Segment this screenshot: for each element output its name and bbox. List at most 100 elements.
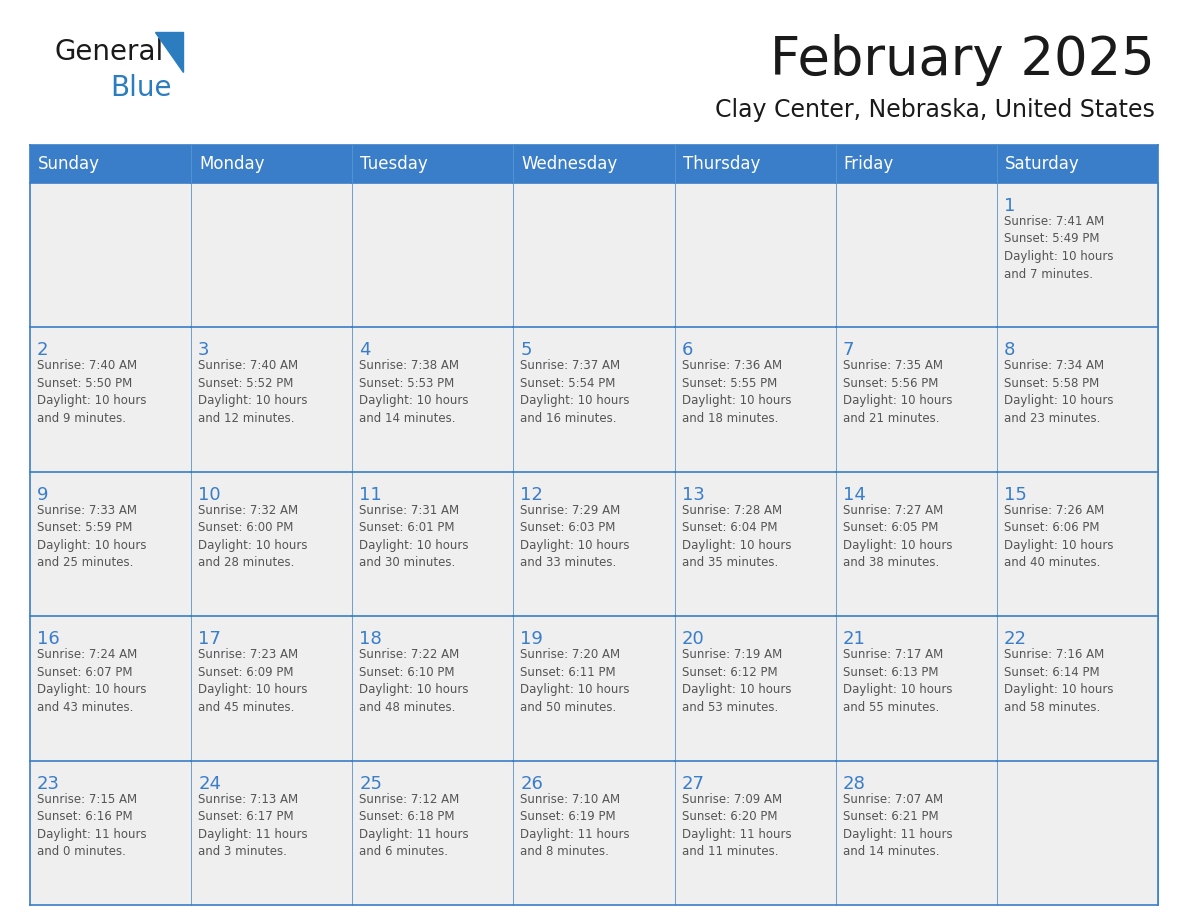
Bar — [30, 616, 191, 761]
Text: 4: 4 — [359, 341, 371, 360]
Bar — [513, 761, 675, 905]
Text: Wednesday: Wednesday — [522, 155, 618, 173]
Text: Sunrise: 7:16 AM
Sunset: 6:14 PM
Daylight: 10 hours
and 58 minutes.: Sunrise: 7:16 AM Sunset: 6:14 PM Dayligh… — [1004, 648, 1113, 713]
Text: Sunrise: 7:40 AM
Sunset: 5:50 PM
Daylight: 10 hours
and 9 minutes.: Sunrise: 7:40 AM Sunset: 5:50 PM Dayligh… — [37, 360, 146, 425]
Bar — [675, 761, 835, 905]
Text: Friday: Friday — [843, 155, 893, 173]
Text: Sunrise: 7:40 AM
Sunset: 5:52 PM
Daylight: 10 hours
and 12 minutes.: Sunrise: 7:40 AM Sunset: 5:52 PM Dayligh… — [198, 360, 308, 425]
Text: Sunrise: 7:27 AM
Sunset: 6:05 PM
Daylight: 10 hours
and 38 minutes.: Sunrise: 7:27 AM Sunset: 6:05 PM Dayligh… — [842, 504, 953, 569]
Bar — [835, 472, 997, 616]
Bar — [191, 183, 353, 328]
Bar — [191, 328, 353, 472]
Text: Sunrise: 7:36 AM
Sunset: 5:55 PM
Daylight: 10 hours
and 18 minutes.: Sunrise: 7:36 AM Sunset: 5:55 PM Dayligh… — [682, 360, 791, 425]
Bar — [353, 328, 513, 472]
Text: 8: 8 — [1004, 341, 1016, 360]
Text: Sunrise: 7:32 AM
Sunset: 6:00 PM
Daylight: 10 hours
and 28 minutes.: Sunrise: 7:32 AM Sunset: 6:00 PM Dayligh… — [198, 504, 308, 569]
Text: Sunday: Sunday — [38, 155, 100, 173]
Text: Sunrise: 7:23 AM
Sunset: 6:09 PM
Daylight: 10 hours
and 45 minutes.: Sunrise: 7:23 AM Sunset: 6:09 PM Dayligh… — [198, 648, 308, 713]
Text: 17: 17 — [198, 630, 221, 648]
Bar — [513, 183, 675, 328]
Text: General: General — [55, 38, 164, 66]
Text: 3: 3 — [198, 341, 209, 360]
Text: 28: 28 — [842, 775, 866, 792]
Bar — [835, 616, 997, 761]
Text: 10: 10 — [198, 486, 221, 504]
Text: Sunrise: 7:41 AM
Sunset: 5:49 PM
Daylight: 10 hours
and 7 minutes.: Sunrise: 7:41 AM Sunset: 5:49 PM Dayligh… — [1004, 215, 1113, 281]
Bar — [30, 328, 191, 472]
Text: Saturday: Saturday — [1005, 155, 1080, 173]
Text: Monday: Monday — [200, 155, 265, 173]
Text: Sunrise: 7:17 AM
Sunset: 6:13 PM
Daylight: 10 hours
and 55 minutes.: Sunrise: 7:17 AM Sunset: 6:13 PM Dayligh… — [842, 648, 953, 713]
Bar — [191, 145, 353, 183]
Text: 18: 18 — [359, 630, 383, 648]
Bar — [353, 761, 513, 905]
Bar — [513, 145, 675, 183]
Bar — [513, 472, 675, 616]
Text: 20: 20 — [682, 630, 704, 648]
Bar — [191, 761, 353, 905]
Text: 5: 5 — [520, 341, 532, 360]
Text: 26: 26 — [520, 775, 543, 792]
Text: Sunrise: 7:26 AM
Sunset: 6:06 PM
Daylight: 10 hours
and 40 minutes.: Sunrise: 7:26 AM Sunset: 6:06 PM Dayligh… — [1004, 504, 1113, 569]
Bar — [675, 328, 835, 472]
Text: 24: 24 — [198, 775, 221, 792]
Text: 23: 23 — [37, 775, 61, 792]
Bar — [675, 145, 835, 183]
Bar — [191, 616, 353, 761]
Text: Sunrise: 7:31 AM
Sunset: 6:01 PM
Daylight: 10 hours
and 30 minutes.: Sunrise: 7:31 AM Sunset: 6:01 PM Dayligh… — [359, 504, 469, 569]
Bar — [30, 761, 191, 905]
Text: 6: 6 — [682, 341, 693, 360]
Text: Sunrise: 7:34 AM
Sunset: 5:58 PM
Daylight: 10 hours
and 23 minutes.: Sunrise: 7:34 AM Sunset: 5:58 PM Dayligh… — [1004, 360, 1113, 425]
Text: 12: 12 — [520, 486, 543, 504]
Bar — [835, 328, 997, 472]
Text: Sunrise: 7:15 AM
Sunset: 6:16 PM
Daylight: 11 hours
and 0 minutes.: Sunrise: 7:15 AM Sunset: 6:16 PM Dayligh… — [37, 792, 146, 858]
Text: 9: 9 — [37, 486, 49, 504]
Bar — [997, 328, 1158, 472]
Text: Sunrise: 7:13 AM
Sunset: 6:17 PM
Daylight: 11 hours
and 3 minutes.: Sunrise: 7:13 AM Sunset: 6:17 PM Dayligh… — [198, 792, 308, 858]
Polygon shape — [154, 32, 183, 72]
Text: Sunrise: 7:07 AM
Sunset: 6:21 PM
Daylight: 11 hours
and 14 minutes.: Sunrise: 7:07 AM Sunset: 6:21 PM Dayligh… — [842, 792, 953, 858]
Bar — [675, 616, 835, 761]
Bar — [835, 761, 997, 905]
Text: 19: 19 — [520, 630, 543, 648]
Text: Tuesday: Tuesday — [360, 155, 428, 173]
Text: Sunrise: 7:20 AM
Sunset: 6:11 PM
Daylight: 10 hours
and 50 minutes.: Sunrise: 7:20 AM Sunset: 6:11 PM Dayligh… — [520, 648, 630, 713]
Bar — [353, 183, 513, 328]
Bar — [997, 145, 1158, 183]
Text: 25: 25 — [359, 775, 383, 792]
Text: Sunrise: 7:35 AM
Sunset: 5:56 PM
Daylight: 10 hours
and 21 minutes.: Sunrise: 7:35 AM Sunset: 5:56 PM Dayligh… — [842, 360, 953, 425]
Text: Sunrise: 7:19 AM
Sunset: 6:12 PM
Daylight: 10 hours
and 53 minutes.: Sunrise: 7:19 AM Sunset: 6:12 PM Dayligh… — [682, 648, 791, 713]
Text: Thursday: Thursday — [683, 155, 760, 173]
Bar — [675, 183, 835, 328]
Bar — [997, 616, 1158, 761]
Bar — [353, 472, 513, 616]
Text: Clay Center, Nebraska, United States: Clay Center, Nebraska, United States — [715, 98, 1155, 122]
Bar — [30, 472, 191, 616]
Bar — [835, 145, 997, 183]
Bar — [191, 472, 353, 616]
Bar — [513, 616, 675, 761]
Text: Sunrise: 7:29 AM
Sunset: 6:03 PM
Daylight: 10 hours
and 33 minutes.: Sunrise: 7:29 AM Sunset: 6:03 PM Dayligh… — [520, 504, 630, 569]
Text: 15: 15 — [1004, 486, 1026, 504]
Bar — [513, 328, 675, 472]
Text: 16: 16 — [37, 630, 59, 648]
Text: 1: 1 — [1004, 197, 1016, 215]
Bar — [30, 183, 191, 328]
Bar — [353, 616, 513, 761]
Bar — [675, 472, 835, 616]
Text: Sunrise: 7:24 AM
Sunset: 6:07 PM
Daylight: 10 hours
and 43 minutes.: Sunrise: 7:24 AM Sunset: 6:07 PM Dayligh… — [37, 648, 146, 713]
Bar — [997, 761, 1158, 905]
Text: 21: 21 — [842, 630, 866, 648]
Text: 22: 22 — [1004, 630, 1026, 648]
Text: Sunrise: 7:33 AM
Sunset: 5:59 PM
Daylight: 10 hours
and 25 minutes.: Sunrise: 7:33 AM Sunset: 5:59 PM Dayligh… — [37, 504, 146, 569]
Text: 11: 11 — [359, 486, 383, 504]
Text: Sunrise: 7:12 AM
Sunset: 6:18 PM
Daylight: 11 hours
and 6 minutes.: Sunrise: 7:12 AM Sunset: 6:18 PM Dayligh… — [359, 792, 469, 858]
Text: Sunrise: 7:37 AM
Sunset: 5:54 PM
Daylight: 10 hours
and 16 minutes.: Sunrise: 7:37 AM Sunset: 5:54 PM Dayligh… — [520, 360, 630, 425]
Bar — [835, 183, 997, 328]
Text: February 2025: February 2025 — [770, 34, 1155, 86]
Bar — [30, 145, 191, 183]
Bar — [997, 183, 1158, 328]
Text: 7: 7 — [842, 341, 854, 360]
Text: Sunrise: 7:38 AM
Sunset: 5:53 PM
Daylight: 10 hours
and 14 minutes.: Sunrise: 7:38 AM Sunset: 5:53 PM Dayligh… — [359, 360, 469, 425]
Text: Sunrise: 7:10 AM
Sunset: 6:19 PM
Daylight: 11 hours
and 8 minutes.: Sunrise: 7:10 AM Sunset: 6:19 PM Dayligh… — [520, 792, 630, 858]
